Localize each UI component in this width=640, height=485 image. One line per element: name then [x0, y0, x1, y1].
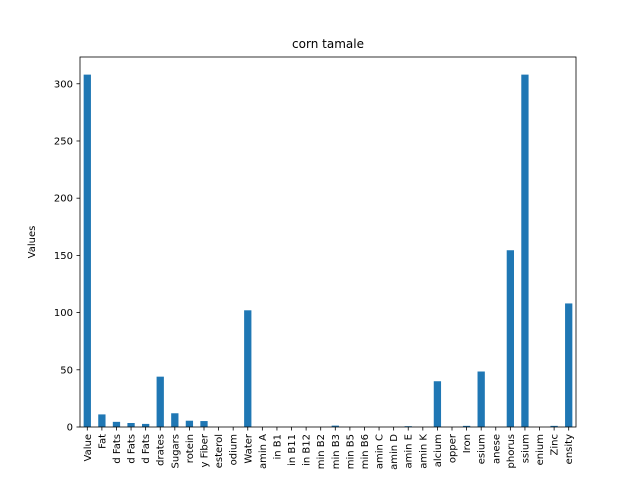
x-tick-label: Fat — [97, 434, 108, 449]
x-tick-label: d Fats — [127, 434, 138, 464]
x-tick-label: amin A — [258, 434, 269, 469]
x-tick-label: ssium — [520, 434, 531, 463]
bar — [171, 413, 179, 427]
x-tick-label: min B3 — [331, 434, 342, 469]
bar — [433, 381, 442, 427]
x-tick-label: min B2 — [316, 434, 327, 469]
x-tick-label: alcium — [433, 434, 444, 467]
x-tick-label: min B5 — [345, 434, 356, 469]
bar — [112, 421, 121, 427]
x-tick-label: opper — [448, 433, 459, 463]
x-tick-label: in B1 — [272, 434, 283, 460]
bar — [331, 425, 339, 427]
x-tick-label: in B12 — [302, 434, 313, 466]
x-tick-label: Iron — [462, 434, 473, 453]
x-tick-label: min B6 — [360, 434, 371, 469]
x-tick-label: amin C — [375, 434, 386, 469]
x-tick-label: amin D — [389, 434, 400, 470]
x-tick-label: y Fiber — [200, 433, 211, 467]
bar — [521, 74, 529, 428]
x-tick-label: enium — [535, 434, 546, 465]
x-tick-label: amin E — [404, 434, 415, 468]
y-tick-label: 150 — [54, 251, 73, 262]
x-tick-label: odium — [229, 434, 240, 465]
y-axis-label: Values — [27, 226, 38, 259]
bar — [244, 310, 252, 427]
chart-title: corn tamale — [292, 37, 364, 51]
x-tick-label: Sugars — [170, 434, 181, 468]
plot-frame — [79, 56, 577, 428]
bar — [200, 421, 208, 427]
x-tick-label: in B11 — [287, 434, 298, 466]
x-tick-label: phorus — [506, 434, 517, 468]
x-tick-label: drates — [156, 434, 167, 466]
bar — [462, 425, 471, 427]
x-tick-label: d Fats — [141, 434, 152, 464]
y-tick-label: 100 — [54, 308, 73, 319]
y-tick-label: 200 — [54, 194, 73, 205]
x-tick-label: Value — [83, 434, 94, 461]
bar — [565, 303, 573, 427]
y-tick-label: 50 — [60, 365, 73, 376]
x-tick-label: d Fats — [112, 434, 123, 464]
y-tick-label: 300 — [54, 79, 73, 90]
bar — [98, 414, 106, 427]
x-tick-label: ensity — [564, 434, 575, 464]
bar — [83, 74, 91, 428]
x-tick-label: Zinc — [550, 434, 561, 455]
y-tick-label: 250 — [54, 136, 73, 147]
bar — [185, 420, 194, 427]
x-tick-label: Water — [243, 433, 254, 463]
bar — [550, 425, 558, 427]
x-tick-label: esterol — [214, 434, 225, 468]
x-tick-label: anese — [491, 434, 502, 464]
x-tick-label: esium — [477, 434, 488, 464]
bar — [142, 423, 150, 427]
bar — [506, 250, 514, 427]
y-tick-label: 0 — [67, 423, 73, 434]
bar — [127, 423, 135, 427]
bar — [477, 371, 485, 427]
x-tick-label: amin K — [418, 434, 429, 469]
bar — [156, 376, 164, 427]
x-tick-label: rotein — [185, 434, 196, 463]
